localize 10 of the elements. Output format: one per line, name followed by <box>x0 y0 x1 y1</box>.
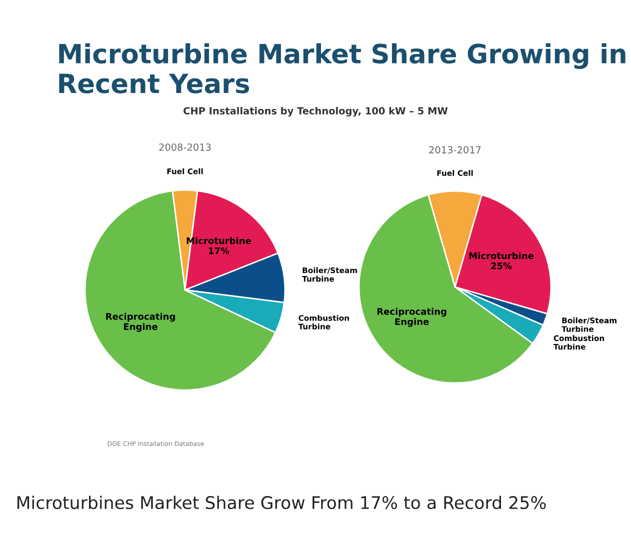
data-label: 17% <box>208 247 230 254</box>
text: Microturbine Market Share Growing in Recent Years <box>59 43 626 94</box>
slice-label: Microturbine <box>469 252 534 260</box>
text: Microturbines Market Share Grow From 17% to a Record 25% <box>17 496 546 510</box>
chart-title: 2008-2013 <box>159 143 211 151</box>
chart-title: 2013-2017 <box>429 146 481 154</box>
text: CHP Installations by Technology, 100 kW – 5 MW <box>184 106 448 116</box>
slice-label: Reciprocating Engine <box>106 312 175 332</box>
data-label: 25% <box>491 262 512 270</box>
slice-label: Reciprocating Engine <box>377 308 446 327</box>
